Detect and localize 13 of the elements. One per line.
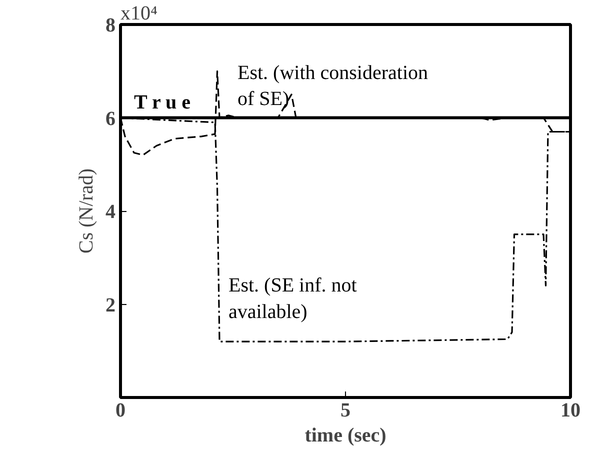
y-tick-label: 2 — [106, 294, 116, 316]
y-tick-label: 8 — [106, 14, 116, 36]
series-label: T r u e — [134, 92, 191, 114]
annotation: x10⁴ — [120, 2, 158, 24]
series-label: Est. (with consideration of SE) — [238, 62, 428, 110]
x-tick-label: 5 — [340, 400, 350, 422]
x-axis-title: time (sec) — [304, 424, 386, 446]
y-tick-label: 4 — [106, 201, 116, 223]
x-tick-label: 10 — [560, 400, 580, 422]
x-tick-label: 0 — [116, 400, 126, 422]
series-label: Est. (SE inf. not available) — [228, 274, 358, 323]
y-axis-title: Cs (N/rad) — [76, 168, 98, 254]
y-tick-label: 6 — [106, 108, 116, 130]
